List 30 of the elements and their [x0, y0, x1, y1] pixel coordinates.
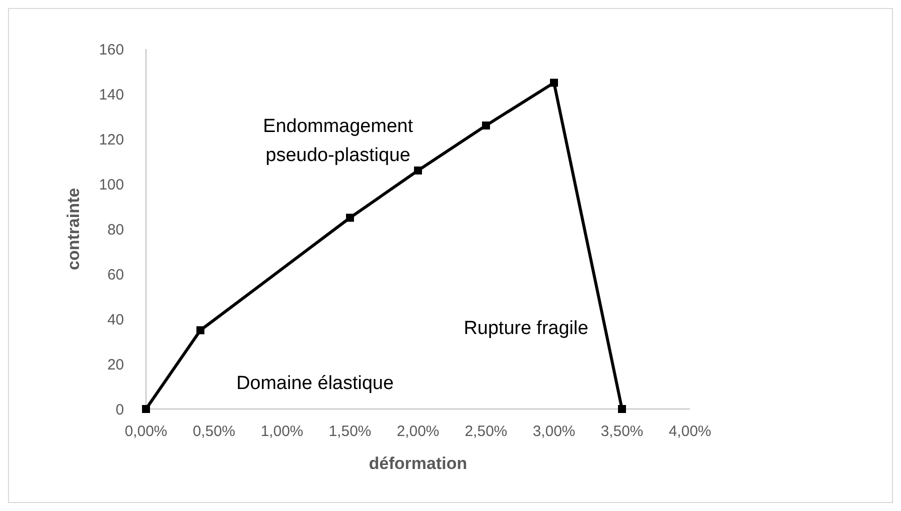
x-tick-label: 3,00% [532, 423, 576, 440]
y-tick-label: 40 [107, 311, 124, 328]
annotation: Rupture fragile [464, 318, 588, 339]
y-tick-label: 160 [98, 41, 124, 58]
point [618, 405, 626, 413]
annotation: Endommagement pseudo-plastique [263, 116, 414, 166]
x-tick-label: 2,00% [396, 423, 440, 440]
x-tick-label: 2,50% [464, 423, 508, 440]
point [142, 405, 150, 413]
y-tick-label: 60 [107, 266, 124, 284]
x-axis-title: déformation [368, 454, 468, 473]
y-tick-label: 100 [98, 176, 124, 194]
point [346, 214, 354, 222]
x-tick-label: 0,50% [192, 423, 236, 440]
y-tick-label: 80 [107, 221, 124, 238]
y-tick-label: 140 [98, 86, 124, 104]
point [482, 122, 490, 130]
annotation: Domaine élastique [236, 373, 394, 394]
y-tick-label: 0 [116, 401, 124, 418]
y-tick-label: 20 [107, 356, 124, 374]
point [196, 326, 204, 334]
point [550, 78, 558, 87]
y-tick-label: 120 [98, 131, 124, 148]
x-tick-label: 1,50% [328, 423, 372, 440]
x-tick-label: 4,00% [668, 423, 712, 440]
point [414, 166, 422, 174]
y-axis-title: contrainte [64, 188, 83, 270]
x-tick-label: 3,50% [600, 423, 644, 440]
x-tick-label: 1,00% [260, 423, 304, 440]
x-tick-label: 0,00% [124, 423, 168, 440]
